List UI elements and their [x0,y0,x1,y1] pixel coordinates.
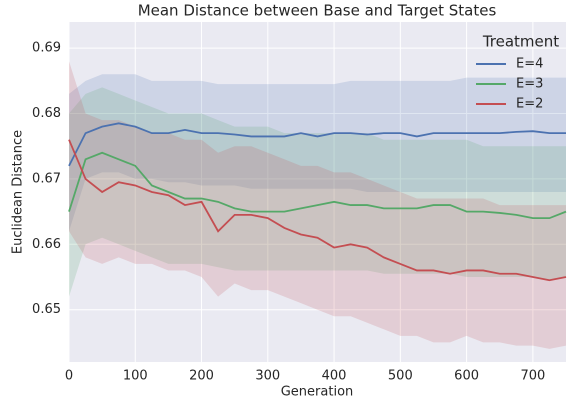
grid: 0.65 0.66 0.67 0.68 0.69 0 100 200 300 400 500 600 7… [32,22,566,384]
x-tick-label: 500 [388,369,413,384]
y-tick-label: 0.67 [32,171,61,186]
series-line [68,151,567,220]
marks [68,61,567,349]
y-axis-label: Euclidean Distance [11,130,26,254]
x-tick-label: 700 [520,369,545,384]
legend: Treatment E=4 E=3 E=2 [476,33,559,112]
y-tick-label: 0.66 [32,237,61,252]
x-tick-label: 300 [255,369,280,384]
confidence-band [69,87,566,297]
x-tick-label: 0 [65,369,73,384]
y-tick-label: 0.65 [32,302,61,317]
x-axis-label: Generation [281,385,354,400]
confidence-band [69,74,566,232]
legend-label: E=4 [516,57,543,72]
chart-title: Mean Distance between Base and Target St… [138,2,497,20]
y-tick-label: 0.69 [32,41,61,56]
legend-title: Treatment [482,33,559,51]
x-tick-label: 600 [454,369,479,384]
series-line [68,139,567,282]
y-tick-label: 0.68 [32,106,61,121]
x-tick-label: 200 [189,369,214,384]
legend-label: E=2 [516,97,543,112]
series-line [68,122,566,167]
legend-label: E=3 [516,77,543,92]
x-tick-label: 100 [123,369,148,384]
x-tick-label: 400 [322,369,347,384]
